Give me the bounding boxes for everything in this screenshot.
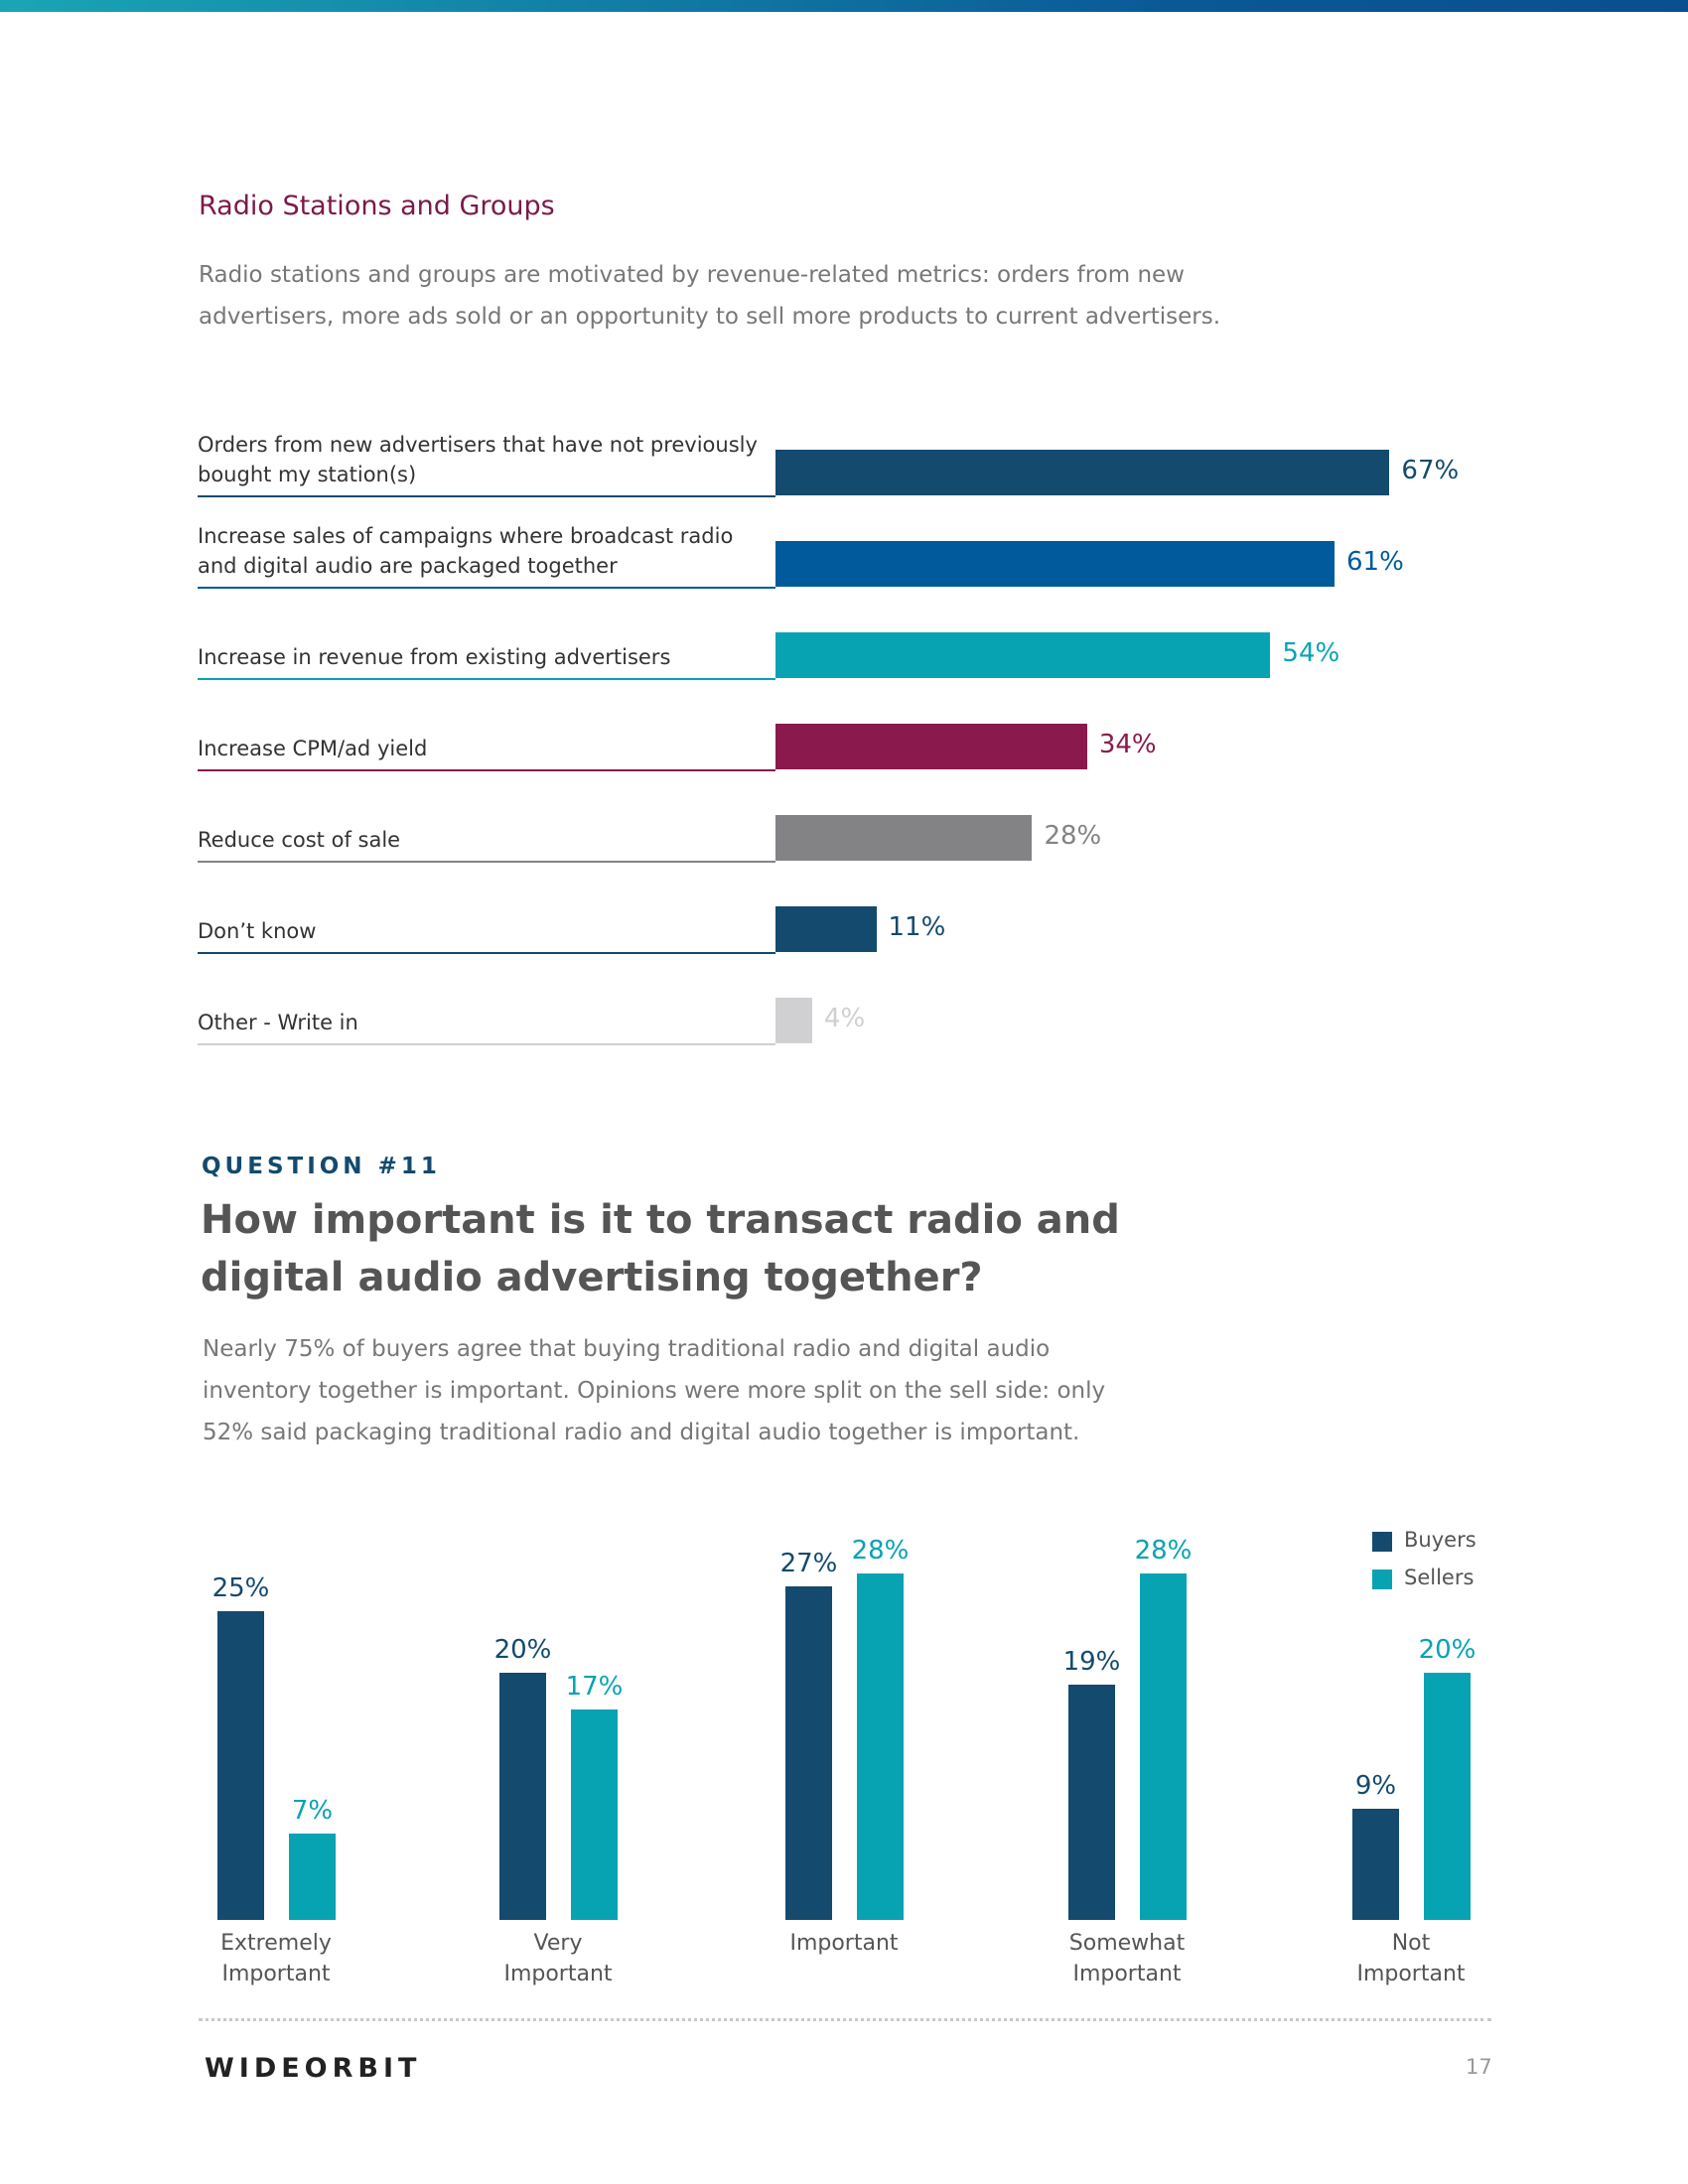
value-label: 61%	[1346, 547, 1404, 577]
value-label: 4%	[823, 1004, 866, 1033]
category-label: Very Important	[503, 1931, 613, 1986]
legend-label: Sellers	[1404, 1566, 1475, 1589]
row-rule	[198, 495, 775, 497]
question-heading: How important is it to transact radio an…	[201, 1197, 1120, 1300]
page-number: 17	[1466, 2055, 1492, 2079]
category-label: Increase in revenue from existing advert…	[198, 645, 671, 669]
row-rule	[198, 1043, 775, 1045]
value-label: 7%	[291, 1795, 334, 1826]
category-label: Not Important	[1356, 1931, 1466, 1986]
category-label: Increase sales of campaigns where broadc…	[198, 524, 734, 578]
value-label: 34%	[1098, 730, 1157, 759]
value-label: 28%	[1134, 1536, 1193, 1567]
value-label: 54%	[1282, 638, 1340, 668]
category-label: Extremely Important	[220, 1931, 332, 1986]
bar	[1424, 1672, 1471, 1920]
legend-swatch	[1372, 1532, 1392, 1552]
bar	[571, 1709, 618, 1920]
value-label: 19%	[1062, 1647, 1121, 1678]
bar	[1068, 1685, 1115, 1920]
bar	[499, 1672, 546, 1920]
legend-label: Buyers	[1404, 1528, 1477, 1552]
bar	[775, 541, 1336, 587]
category-label: Reduce cost of sale	[198, 828, 401, 852]
value-label: 28%	[851, 1536, 910, 1567]
row-rule	[198, 952, 775, 954]
category-label: Somewhat Important	[1068, 1931, 1186, 1986]
section-title: Radio Stations and Groups	[199, 191, 555, 221]
bar	[785, 1585, 832, 1920]
category-label: Increase CPM/ad yield	[198, 737, 428, 760]
bar	[775, 632, 1271, 678]
intro-text: Radio stations and groups are motivated …	[199, 262, 1221, 330]
bar	[775, 906, 877, 952]
question-text: Nearly 75% of buyers agree that buying t…	[203, 1336, 1106, 1445]
bar	[217, 1610, 264, 1920]
value-label: 9%	[1354, 1770, 1397, 1801]
bar	[775, 815, 1033, 861]
category-label: Important	[789, 1931, 899, 1956]
category-label: Orders from new advertisers that have no…	[198, 433, 758, 486]
bar	[775, 724, 1087, 769]
divider	[199, 2018, 1491, 2021]
value-label: 67%	[1401, 456, 1460, 485]
legend-swatch	[1372, 1570, 1392, 1589]
logo: WIDEORBIT	[205, 2053, 422, 2084]
bar	[775, 998, 812, 1043]
row-rule	[198, 769, 775, 771]
category-label: Other - Write in	[198, 1011, 358, 1034]
question-label: QUESTION #11	[202, 1154, 441, 1179]
value-label: 25%	[211, 1572, 270, 1603]
bar	[775, 450, 1390, 495]
bar	[289, 1833, 336, 1920]
top-bar	[0, 0, 1688, 12]
bar	[1352, 1808, 1399, 1920]
row-rule	[198, 861, 775, 863]
row-rule	[198, 678, 775, 680]
value-label: 11%	[888, 912, 946, 942]
value-label: 20%	[493, 1634, 552, 1665]
bar	[857, 1573, 904, 1920]
value-label: 27%	[779, 1548, 838, 1578]
value-label: 17%	[565, 1672, 624, 1703]
bar	[1140, 1573, 1187, 1920]
row-rule	[198, 587, 775, 589]
category-label: Don’t know	[198, 919, 317, 943]
value-label: 20%	[1418, 1634, 1477, 1665]
value-label: 28%	[1044, 821, 1102, 851]
